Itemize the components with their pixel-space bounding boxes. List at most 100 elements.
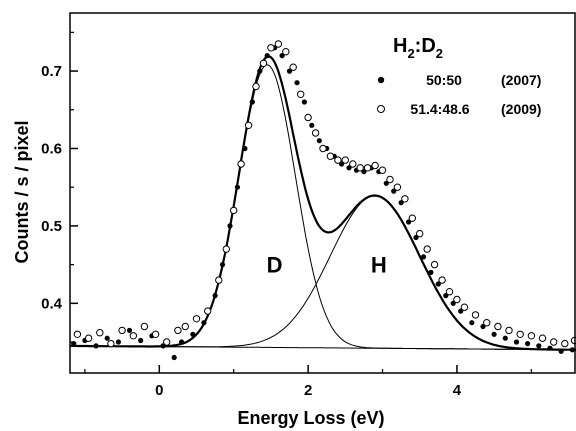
- data-point-open: [163, 338, 171, 346]
- x-tick-label: 0: [155, 382, 163, 399]
- peak-label-d: D: [267, 253, 283, 278]
- data-point-open: [222, 245, 231, 253]
- y-tick-label: 0.7: [41, 63, 62, 80]
- data-point-open: [140, 322, 149, 331]
- data-point-open: [107, 339, 115, 348]
- data-point-open: [84, 334, 93, 342]
- data-point-open: [349, 160, 357, 168]
- data-point-open: [230, 206, 238, 215]
- data-point-open: [289, 63, 297, 71]
- data-point-open: [423, 245, 431, 253]
- data-point-open: [538, 334, 547, 342]
- data-point-filled: [179, 339, 185, 345]
- data-point-filled: [502, 335, 508, 341]
- data-point-open: [416, 229, 424, 238]
- data-point-open: [341, 156, 349, 164]
- data-point-open: [237, 160, 245, 168]
- legend-ratio-1: 50:50: [426, 72, 462, 88]
- data-point-filled: [491, 331, 497, 337]
- data-point-open: [401, 195, 409, 203]
- data-point-filled: [126, 327, 133, 333]
- data-point-open: [334, 156, 342, 164]
- legend-marker-open: [377, 105, 385, 113]
- data-point-open: [356, 164, 364, 172]
- data-point-open: [244, 121, 253, 130]
- data-point-filled: [234, 184, 240, 190]
- data-point-filled: [525, 341, 531, 347]
- data-point-open: [363, 164, 372, 172]
- data-point-open: [311, 129, 320, 137]
- data-point-open: [252, 82, 260, 91]
- data-point-filled: [513, 339, 520, 345]
- data-point-open: [282, 48, 290, 56]
- data-point-open: [319, 144, 327, 153]
- fit-curves: [70, 55, 576, 351]
- legend-year-2: (2009): [501, 101, 541, 117]
- data-point-filled: [104, 335, 110, 341]
- data-point-filled: [219, 262, 226, 268]
- data-point-open: [561, 339, 569, 348]
- data-point-filled: [547, 345, 553, 351]
- data-point-open: [430, 260, 439, 269]
- total-fit-curve: [70, 55, 576, 351]
- y-tick-label: 0.4: [41, 295, 63, 312]
- data-point-open: [73, 330, 82, 338]
- data-point-open: [438, 276, 446, 284]
- data-point-open: [174, 326, 182, 335]
- data-point-open: [326, 152, 335, 160]
- data-point-open: [181, 322, 190, 331]
- data-point-open: [96, 329, 104, 337]
- data-point-filled: [264, 53, 270, 59]
- data-point-filled: [536, 343, 542, 349]
- data-point-filled: [138, 337, 144, 344]
- data-point-open: [151, 330, 160, 338]
- data-point-open: [386, 175, 394, 184]
- data-point-filled: [249, 99, 255, 105]
- data-point-filled: [93, 343, 99, 349]
- x-tick-label: 4: [453, 382, 462, 399]
- data-point-open: [494, 322, 502, 331]
- data-point-open: [267, 44, 275, 52]
- data-point-filled: [171, 354, 177, 361]
- data-point-open: [118, 326, 126, 335]
- y-tick-label: 0.6: [41, 140, 62, 157]
- data-point-open: [378, 166, 387, 174]
- legend-ratio-2: 51.4:48.6: [410, 101, 469, 117]
- data-point-filled: [212, 293, 218, 299]
- data-point-open: [192, 315, 201, 323]
- data-point-filled: [558, 348, 564, 354]
- data-point-open: [505, 326, 513, 335]
- y-axis-title: Counts / s / pixel: [12, 120, 32, 263]
- x-axis-title: Energy Loss (eV): [237, 408, 384, 428]
- plot-frame: [69, 12, 576, 374]
- data-point-open: [460, 303, 469, 311]
- data-point-open: [516, 330, 524, 338]
- data-point-open: [204, 307, 212, 315]
- data-point-filled: [190, 331, 196, 337]
- data-point-filled: [201, 320, 207, 326]
- data-point-filled: [469, 320, 475, 326]
- data-point-open: [483, 319, 491, 327]
- y-tick-label: 0.5: [41, 218, 62, 235]
- data-point-open: [304, 113, 312, 122]
- axis-ticks: 0 2 4 0.4 0.5 0.6 0.7: [41, 31, 532, 399]
- data-point-filled: [294, 80, 300, 86]
- data-point-filled: [569, 347, 575, 353]
- data-point-filled: [227, 223, 233, 229]
- data-point-open: [453, 295, 461, 304]
- data-points: [71, 40, 576, 361]
- data-point-open: [445, 288, 454, 296]
- data-point-filled: [428, 269, 434, 275]
- data-point-filled: [316, 138, 322, 144]
- data-point-filled: [242, 145, 248, 152]
- legend-title: H2:D2: [393, 35, 443, 61]
- data-point-filled: [301, 99, 307, 105]
- data-point-open: [550, 338, 558, 346]
- data-point-open: [527, 332, 536, 340]
- legend-year-1: (2007): [501, 72, 541, 88]
- data-point-open: [408, 214, 416, 222]
- data-point-filled: [420, 254, 427, 260]
- data-point-filled: [115, 339, 121, 345]
- data-point-open: [471, 311, 480, 319]
